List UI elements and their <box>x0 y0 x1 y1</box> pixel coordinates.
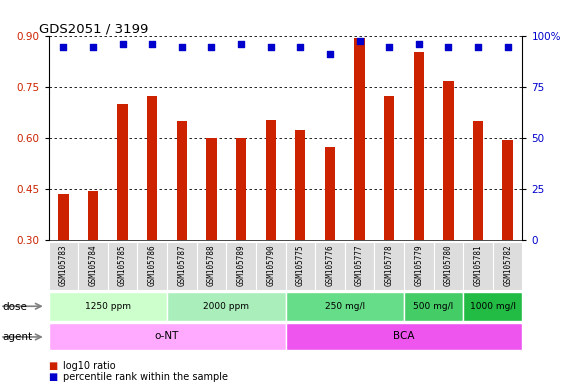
Bar <box>473 121 483 240</box>
Text: ■: ■ <box>49 372 58 382</box>
Text: GDS2051 / 3199: GDS2051 / 3199 <box>39 22 148 35</box>
Bar <box>315 242 345 290</box>
Bar <box>138 242 167 290</box>
Point <box>444 44 453 50</box>
Bar <box>286 323 522 350</box>
Bar <box>413 52 424 240</box>
Text: GSM105790: GSM105790 <box>266 244 275 286</box>
Bar <box>49 323 286 350</box>
Bar <box>502 140 513 240</box>
Bar <box>345 242 375 290</box>
Text: ■: ■ <box>49 361 58 371</box>
Bar <box>196 242 226 290</box>
Point <box>414 41 423 47</box>
Bar <box>226 242 256 290</box>
Bar <box>88 191 98 240</box>
Text: log10 ratio: log10 ratio <box>63 361 115 371</box>
Text: 2000 ppm: 2000 ppm <box>203 302 250 311</box>
Text: GSM105788: GSM105788 <box>207 244 216 286</box>
Point <box>296 44 305 50</box>
Bar <box>167 242 196 290</box>
Text: GSM105787: GSM105787 <box>178 244 186 286</box>
Bar <box>176 121 187 240</box>
Text: GSM105778: GSM105778 <box>385 244 393 286</box>
Point <box>355 38 364 44</box>
Text: dose: dose <box>3 302 28 312</box>
Bar <box>463 292 522 321</box>
Text: GSM105781: GSM105781 <box>473 244 482 286</box>
Text: GSM105779: GSM105779 <box>415 244 423 286</box>
Bar <box>147 96 158 240</box>
Point <box>473 44 482 50</box>
Text: GSM105780: GSM105780 <box>444 244 453 286</box>
Bar <box>236 138 246 240</box>
Point <box>89 44 98 50</box>
Point <box>385 44 394 50</box>
Point <box>118 41 127 47</box>
Text: percentile rank within the sample: percentile rank within the sample <box>63 372 228 382</box>
Bar <box>433 242 463 290</box>
Point <box>148 41 157 47</box>
Text: o-NT: o-NT <box>155 331 179 341</box>
Text: GSM105776: GSM105776 <box>325 244 335 286</box>
Text: GSM105775: GSM105775 <box>296 244 305 286</box>
Bar <box>58 194 69 240</box>
Bar <box>167 292 286 321</box>
Bar <box>384 96 395 240</box>
Text: GSM105782: GSM105782 <box>503 244 512 286</box>
Point <box>236 41 246 47</box>
Point <box>59 44 68 50</box>
Text: GSM105783: GSM105783 <box>59 244 68 286</box>
Point <box>325 51 335 57</box>
Bar <box>375 242 404 290</box>
Text: agent: agent <box>3 332 33 342</box>
Bar <box>118 104 128 240</box>
Bar <box>286 242 315 290</box>
Text: GSM105777: GSM105777 <box>355 244 364 286</box>
Text: GSM105789: GSM105789 <box>236 244 246 286</box>
Bar <box>355 38 365 240</box>
Text: GSM105785: GSM105785 <box>118 244 127 286</box>
Text: 1000 mg/l: 1000 mg/l <box>470 302 516 311</box>
Text: 1250 ppm: 1250 ppm <box>85 302 131 311</box>
Bar <box>325 147 335 240</box>
Bar <box>49 292 167 321</box>
Bar <box>295 130 305 240</box>
Bar <box>443 81 453 240</box>
Point <box>177 44 186 50</box>
Bar <box>108 242 138 290</box>
Bar <box>493 242 522 290</box>
Text: BCA: BCA <box>393 331 415 341</box>
Bar <box>404 242 433 290</box>
Bar <box>256 242 286 290</box>
Text: GSM105784: GSM105784 <box>89 244 98 286</box>
Bar <box>404 292 463 321</box>
Bar <box>286 292 404 321</box>
Text: 250 mg/l: 250 mg/l <box>325 302 365 311</box>
Bar <box>266 119 276 240</box>
Point <box>266 44 275 50</box>
Point <box>207 44 216 50</box>
Bar <box>49 242 78 290</box>
Bar <box>78 242 108 290</box>
Point <box>503 44 512 50</box>
Bar <box>206 138 216 240</box>
Text: GSM105786: GSM105786 <box>148 244 156 286</box>
Text: 500 mg/l: 500 mg/l <box>413 302 454 311</box>
Bar <box>463 242 493 290</box>
